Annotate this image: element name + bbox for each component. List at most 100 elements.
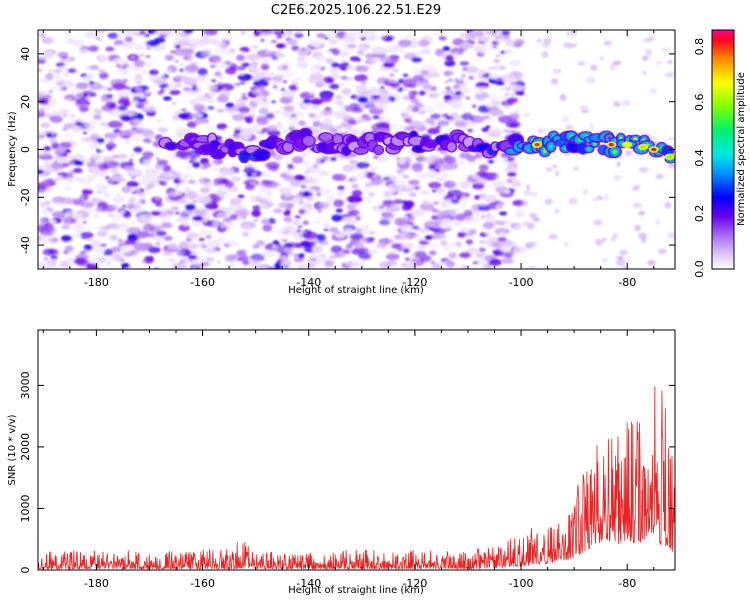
noise-blob (256, 192, 262, 196)
noise-blob (505, 120, 521, 128)
noise-blob (174, 110, 180, 114)
noise-blob (292, 78, 299, 83)
noise-blob (487, 159, 494, 164)
noise-blob (315, 55, 327, 62)
noise-blob (186, 121, 197, 128)
noise-blob (460, 74, 466, 78)
noise-blob (78, 105, 89, 113)
noise-blob (49, 138, 58, 144)
noise-blob (604, 194, 609, 201)
noise-blob (496, 39, 502, 42)
noise-blob (168, 258, 176, 263)
noise-blob (466, 30, 474, 33)
noise-blob (373, 155, 379, 159)
noise-blob (248, 259, 261, 267)
noise-blob (174, 44, 181, 49)
noise-blob (437, 67, 443, 70)
noise-blob (47, 68, 56, 75)
noise-blob (290, 114, 297, 118)
signal-blob-core (344, 149, 348, 153)
noise-blob (475, 177, 488, 185)
noise-blob (51, 177, 60, 182)
noise-blob (61, 224, 70, 230)
noise-blob (94, 254, 101, 258)
noise-blob (198, 228, 214, 237)
noise-blob (143, 90, 151, 97)
noise-blob (349, 232, 364, 240)
noise-blob (441, 245, 453, 252)
noise-blob (80, 217, 85, 221)
noise-blob (192, 162, 201, 168)
noise-blob (221, 129, 226, 133)
noise-blob (308, 189, 316, 194)
noise-blob (329, 157, 337, 162)
noise-blob (267, 218, 276, 225)
noise-blob (131, 126, 138, 130)
noise-blob (216, 211, 228, 220)
noise-blob (64, 73, 69, 77)
noise-blob (220, 33, 233, 42)
noise-blob (477, 211, 486, 215)
noise-blob (480, 50, 486, 55)
noise-blob (527, 265, 538, 269)
noise-blob (563, 241, 569, 248)
noise-blob (89, 139, 94, 143)
noise-blob (221, 88, 228, 94)
noise-blob (250, 124, 261, 132)
noise-blob (283, 210, 291, 216)
noise-blob (163, 96, 172, 101)
noise-blob (67, 155, 76, 162)
noise-blob (65, 210, 74, 216)
noise-blob (124, 86, 132, 90)
noise-blob (105, 46, 115, 52)
noise-blob (302, 180, 310, 184)
noise-blob (159, 222, 173, 229)
noise-blob (48, 84, 61, 93)
noise-blob (391, 243, 404, 250)
noise-blob (353, 241, 365, 249)
noise-blob (515, 91, 525, 96)
noise-blob (59, 86, 67, 92)
noise-blob (241, 223, 253, 229)
noise-blob (218, 93, 229, 98)
y-tick-label: -20 (19, 188, 32, 206)
noise-blob (272, 229, 279, 232)
noise-blob (188, 160, 194, 163)
noise-blob (463, 209, 473, 217)
noise-blob (243, 177, 248, 180)
noise-blob (96, 149, 102, 154)
noise-blob (142, 138, 151, 143)
noise-blob (420, 63, 436, 72)
noise-blob (162, 249, 173, 257)
noise-blob (394, 179, 408, 187)
noise-blob (86, 161, 97, 168)
noise-blob (113, 97, 119, 101)
noise-blob (362, 158, 370, 163)
noise-blob (328, 48, 339, 53)
noise-blob (100, 54, 109, 61)
noise-blob (390, 124, 398, 128)
noise-blob (106, 137, 112, 142)
noise-blob (225, 210, 232, 215)
noise-blob (456, 159, 463, 164)
noise-blob (41, 179, 56, 187)
noise-blob (372, 174, 377, 178)
noise-blob (150, 237, 159, 242)
noise-blob (282, 65, 288, 70)
noise-blob (45, 264, 59, 269)
noise-blob (365, 53, 377, 60)
noise-blob (442, 162, 459, 170)
noise-blob (88, 259, 95, 263)
noise-blob (190, 237, 196, 242)
noise-blob (120, 115, 132, 122)
noise-blob (500, 74, 516, 82)
noise-blob (214, 71, 222, 77)
noise-blob (657, 248, 667, 254)
noise-blob (286, 225, 296, 231)
noise-blob (487, 66, 495, 71)
noise-blob (67, 68, 77, 73)
noise-blob (320, 171, 330, 176)
noise-blob (133, 118, 141, 123)
noise-blob (96, 138, 105, 144)
noise-blob (430, 113, 442, 120)
